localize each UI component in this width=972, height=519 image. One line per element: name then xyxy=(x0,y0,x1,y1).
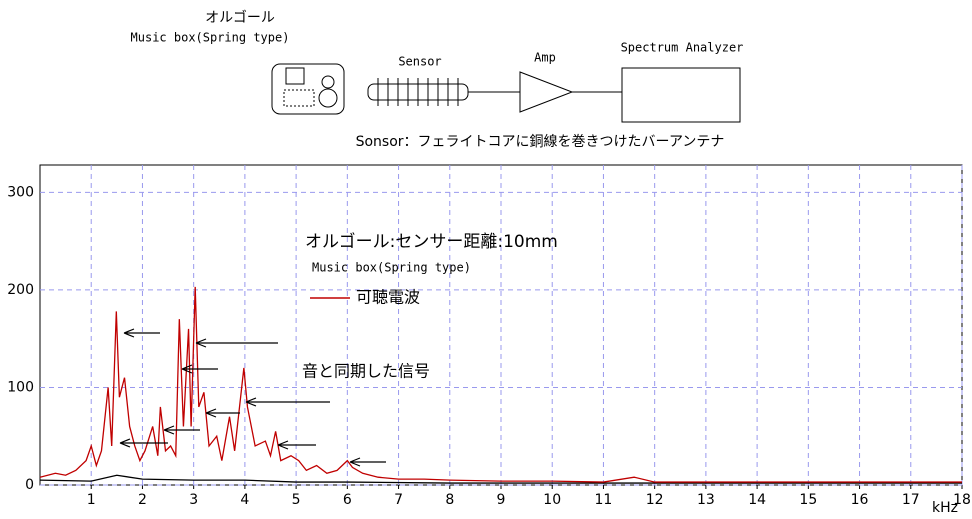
x-tick-label: 9 xyxy=(497,492,506,508)
x-tick-label: 11 xyxy=(595,492,613,508)
analyzer-label: Spectrum Analyzer xyxy=(621,41,744,55)
annotation: オルゴール:センサー距離:10mm xyxy=(305,231,558,252)
x-tick-label: 5 xyxy=(292,492,301,508)
sensor-note: Sonsor：フェライトコアに銅線を巻きつけたバーアンテナ xyxy=(356,134,725,150)
x-unit: kHz xyxy=(932,500,958,516)
y-tick-label: 200 xyxy=(7,282,34,298)
music-box-ja: オルゴール xyxy=(205,9,275,26)
y-tick-label: 300 xyxy=(7,184,34,200)
page: オルゴール Music box(Spring type) Sensor Amp … xyxy=(0,0,972,519)
x-tick-label: 3 xyxy=(189,492,198,508)
analyzer-box xyxy=(622,68,740,122)
music-box-en: Music box(Spring type) xyxy=(131,31,290,45)
x-tick-label: 4 xyxy=(240,492,249,508)
x-tick-label: 13 xyxy=(697,492,715,508)
arrows xyxy=(120,329,386,466)
annotation: Music box(Spring type) xyxy=(312,261,471,275)
amp-label: Amp xyxy=(534,51,556,65)
legend-label: 可聴電波 xyxy=(356,288,420,307)
x-tick-label: 6 xyxy=(343,492,352,508)
music-box-icon xyxy=(272,64,344,114)
x-tick-label: 10 xyxy=(543,492,561,508)
y-tick-label: 100 xyxy=(7,379,34,395)
sensor-coil xyxy=(368,78,520,106)
y-tick-label: 0 xyxy=(25,477,34,493)
x-tick-label: 2 xyxy=(138,492,147,508)
x-tick-label: 7 xyxy=(394,492,403,508)
x-tick-label: 17 xyxy=(902,492,920,508)
x-tick-label: 14 xyxy=(748,492,766,508)
x-tick-label: 8 xyxy=(445,492,454,508)
annotation: 音と同期した信号 xyxy=(302,362,430,381)
amp-symbol xyxy=(520,72,572,112)
x-tick-label: 15 xyxy=(799,492,817,508)
x-tick-label: 1 xyxy=(87,492,96,508)
x-tick-label: 12 xyxy=(646,492,664,508)
sensor-label: Sensor xyxy=(398,55,441,69)
x-tick-label: 16 xyxy=(851,492,869,508)
